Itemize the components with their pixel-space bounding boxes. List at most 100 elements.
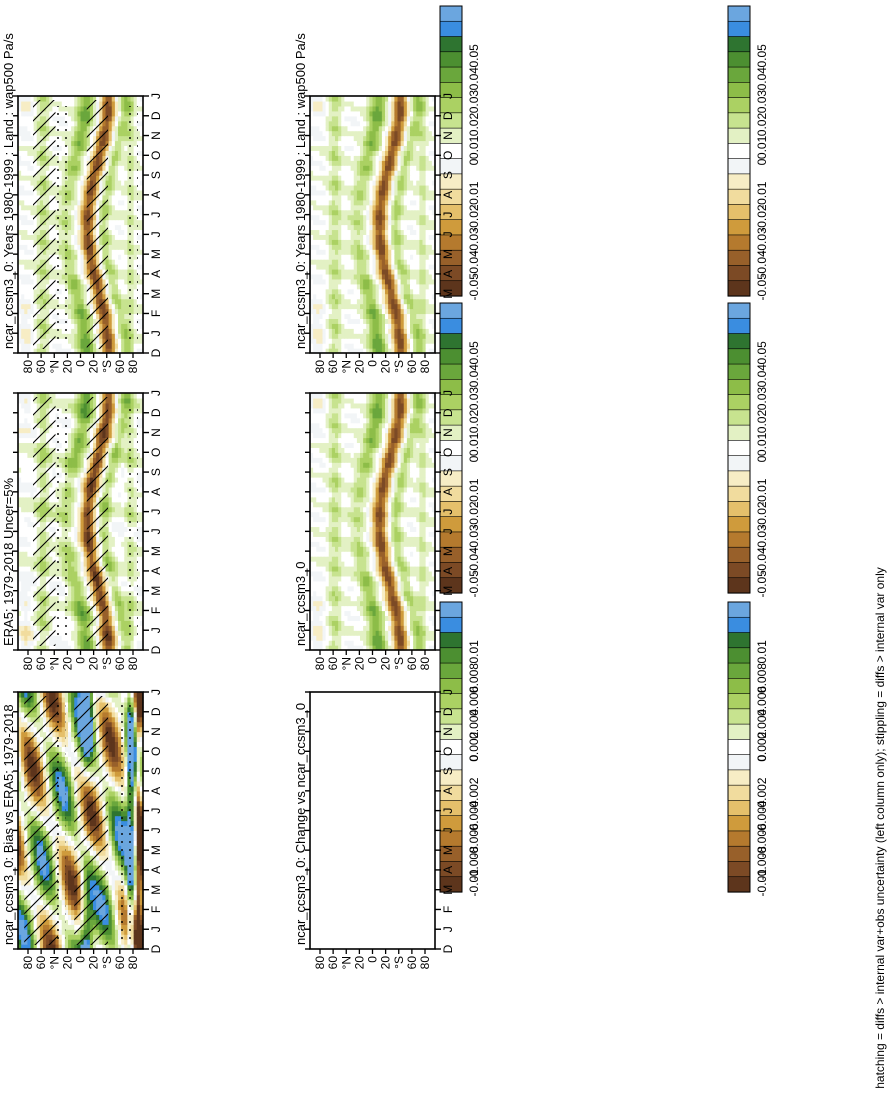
heatmap-cell	[403, 343, 408, 349]
x-tick-label: N	[149, 131, 163, 140]
colorbar-swatch	[727, 265, 751, 282]
heatmap-cell	[30, 283, 35, 290]
heatmap-cell	[139, 199, 144, 206]
heatmap-cell	[77, 170, 82, 176]
heatmap-cell	[136, 184, 141, 191]
heatmap-cell	[83, 180, 88, 186]
heatmap-cell	[322, 343, 327, 349]
heatmap-cell	[21, 175, 25, 181]
heatmap-cell	[21, 165, 25, 171]
heatmap-cell	[425, 343, 430, 349]
heatmap-cell	[74, 110, 78, 117]
heatmap-cell	[121, 145, 125, 151]
heatmap-cell	[27, 155, 32, 161]
heatmap-cell	[80, 199, 85, 206]
heatmap-cell	[74, 170, 78, 176]
heatmap-cell	[111, 100, 116, 107]
heatmap-cell	[27, 259, 32, 265]
heatmap-cell	[139, 249, 144, 255]
x-tick-label: O	[441, 151, 455, 160]
heatmap-cell	[139, 100, 144, 107]
heatmap-cell	[74, 273, 78, 280]
heatmap-cell	[24, 283, 28, 290]
colorbar-swatch	[439, 66, 463, 83]
heatmap-cell	[27, 273, 32, 280]
heatmap-cell	[388, 348, 392, 354]
heatmap-cell	[21, 150, 25, 156]
heatmap-cell	[118, 214, 122, 221]
heatmap-cell	[111, 293, 116, 300]
heatmap-cell	[139, 288, 144, 295]
heatmap-cell	[419, 343, 424, 349]
heatmap-cell	[310, 333, 314, 339]
x-tick-label: J	[441, 93, 455, 99]
heatmap-cell	[30, 150, 35, 156]
heatmap-cell	[338, 343, 342, 349]
heatmap-cell	[21, 303, 25, 310]
heatmap-cell	[74, 239, 78, 245]
heatmap-cells	[310, 96, 436, 354]
heatmap-cell	[30, 293, 35, 300]
heatmap-cell	[83, 105, 88, 112]
heatmap-cell	[27, 229, 32, 235]
heatmap-cell	[121, 194, 125, 201]
heatmap-cell	[71, 224, 75, 231]
heatmap-cell	[121, 278, 125, 285]
heatmap-cell	[136, 115, 141, 122]
heatmap-cell	[18, 348, 22, 354]
heatmap-cell	[114, 338, 119, 344]
heatmap-cell	[18, 234, 22, 240]
heatmap-cell	[80, 308, 85, 315]
heatmap-cell	[80, 160, 85, 166]
heatmap-cell	[136, 328, 141, 334]
heatmap-cell	[114, 343, 119, 349]
colorbar-tick-label: 0.05	[467, 44, 481, 68]
heatmap-cell	[77, 165, 82, 171]
heatmap-cell	[83, 264, 88, 270]
heatmap-cell	[58, 100, 63, 107]
colorbar-tick-label: 0.02	[467, 113, 481, 137]
heatmap-cell	[27, 244, 32, 250]
heatmap-cell	[27, 184, 32, 191]
heatmap-cell	[136, 338, 141, 344]
heatmap-cell	[83, 244, 88, 250]
x-tick-label: J	[149, 330, 163, 336]
heatmap-cell	[18, 105, 22, 112]
heatmap-cell	[30, 204, 35, 211]
heatmap-cell	[80, 259, 85, 265]
heatmap-cell	[21, 343, 25, 349]
heatmap-cell	[71, 214, 75, 221]
heatmap-cell	[21, 204, 25, 211]
heatmap-cell	[74, 105, 78, 112]
heatmap-cell	[136, 249, 141, 255]
heatmap-cell	[136, 239, 141, 245]
heatmap-cell	[375, 338, 380, 344]
heatmap-cell	[30, 115, 35, 122]
heatmap-cell	[71, 229, 75, 235]
heatmap-cell	[30, 239, 35, 245]
heatmap-cell	[118, 180, 122, 186]
heatmap-cell	[77, 115, 82, 122]
heatmap-cell	[111, 214, 116, 221]
heatmap-cell	[24, 96, 28, 102]
heatmap-cell	[136, 323, 141, 329]
heatmap-cell	[24, 199, 28, 206]
colorbar-swatch	[727, 36, 751, 53]
heatmap-cell	[77, 145, 82, 151]
heatmap-cell	[27, 283, 32, 290]
heatmap-cell	[105, 348, 110, 354]
heatmap-cell	[108, 283, 113, 290]
heatmap-cell	[83, 224, 88, 231]
heatmap-cell	[74, 283, 78, 290]
heatmap-cell	[83, 145, 88, 151]
y-tick-label: 20	[87, 360, 101, 374]
heatmap-cell	[71, 189, 75, 196]
heatmap-cell	[111, 110, 116, 117]
heatmap-cell	[121, 328, 125, 334]
heatmap-cell	[39, 96, 44, 102]
x-tick-label: J	[149, 212, 163, 218]
heatmap-cell	[77, 293, 82, 300]
colorbar-swatch	[727, 249, 751, 267]
heatmap-cell	[121, 249, 125, 255]
heatmap-cell	[61, 100, 66, 107]
